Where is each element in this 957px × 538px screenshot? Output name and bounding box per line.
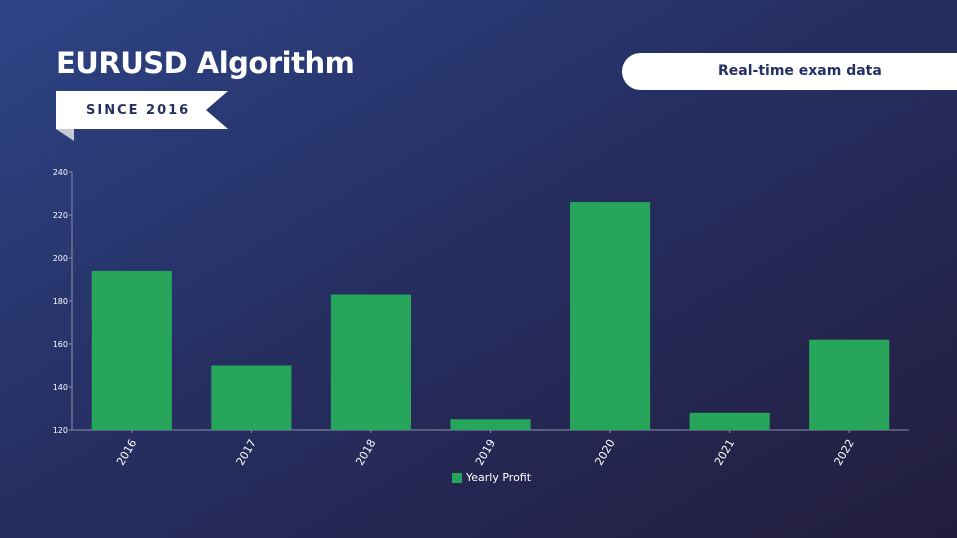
x-tick-label: 2016 <box>114 437 139 468</box>
legend-swatch <box>452 472 462 483</box>
data-badge-label: Real-time exam data <box>718 63 882 79</box>
bar-2020 <box>570 202 651 430</box>
x-axis: 2016 2017 2018 2019 2020 2021 2022 <box>72 429 909 468</box>
bars <box>91 202 890 430</box>
x-tick-label: 2018 <box>353 437 378 468</box>
y-tick-label: 160 <box>53 340 68 349</box>
x-tick-label: 2021 <box>712 437 737 468</box>
y-tick-label: 240 <box>53 168 68 177</box>
since-label: SINCE 2016 <box>86 103 191 118</box>
x-tick-label: 2022 <box>832 437 857 468</box>
y-tick-label: 120 <box>53 426 68 435</box>
y-tick-label: 140 <box>53 383 68 392</box>
bar-2022 <box>809 339 890 430</box>
y-axis: 120 140 160 180 200 220 240 <box>53 168 73 435</box>
bar-2019 <box>450 419 531 430</box>
bar-2016 <box>91 270 172 430</box>
bar-2017 <box>211 365 292 430</box>
x-tick-label: 2019 <box>473 437 498 468</box>
ribbon-banner <box>56 91 228 141</box>
page-title: EURUSD Algorithm <box>56 46 355 80</box>
data-badge: Real-time exam data <box>622 53 957 90</box>
y-tick-label: 220 <box>53 211 68 220</box>
legend-label: Yearly Profit <box>466 471 532 484</box>
y-tick-label: 180 <box>53 297 68 306</box>
bar-2021 <box>689 412 770 430</box>
legend: Yearly Profit <box>452 471 531 484</box>
y-tick-label: 200 <box>53 254 68 263</box>
x-tick-label: 2017 <box>234 437 259 468</box>
bar-2018 <box>330 294 411 430</box>
x-tick-label: 2020 <box>592 437 617 468</box>
